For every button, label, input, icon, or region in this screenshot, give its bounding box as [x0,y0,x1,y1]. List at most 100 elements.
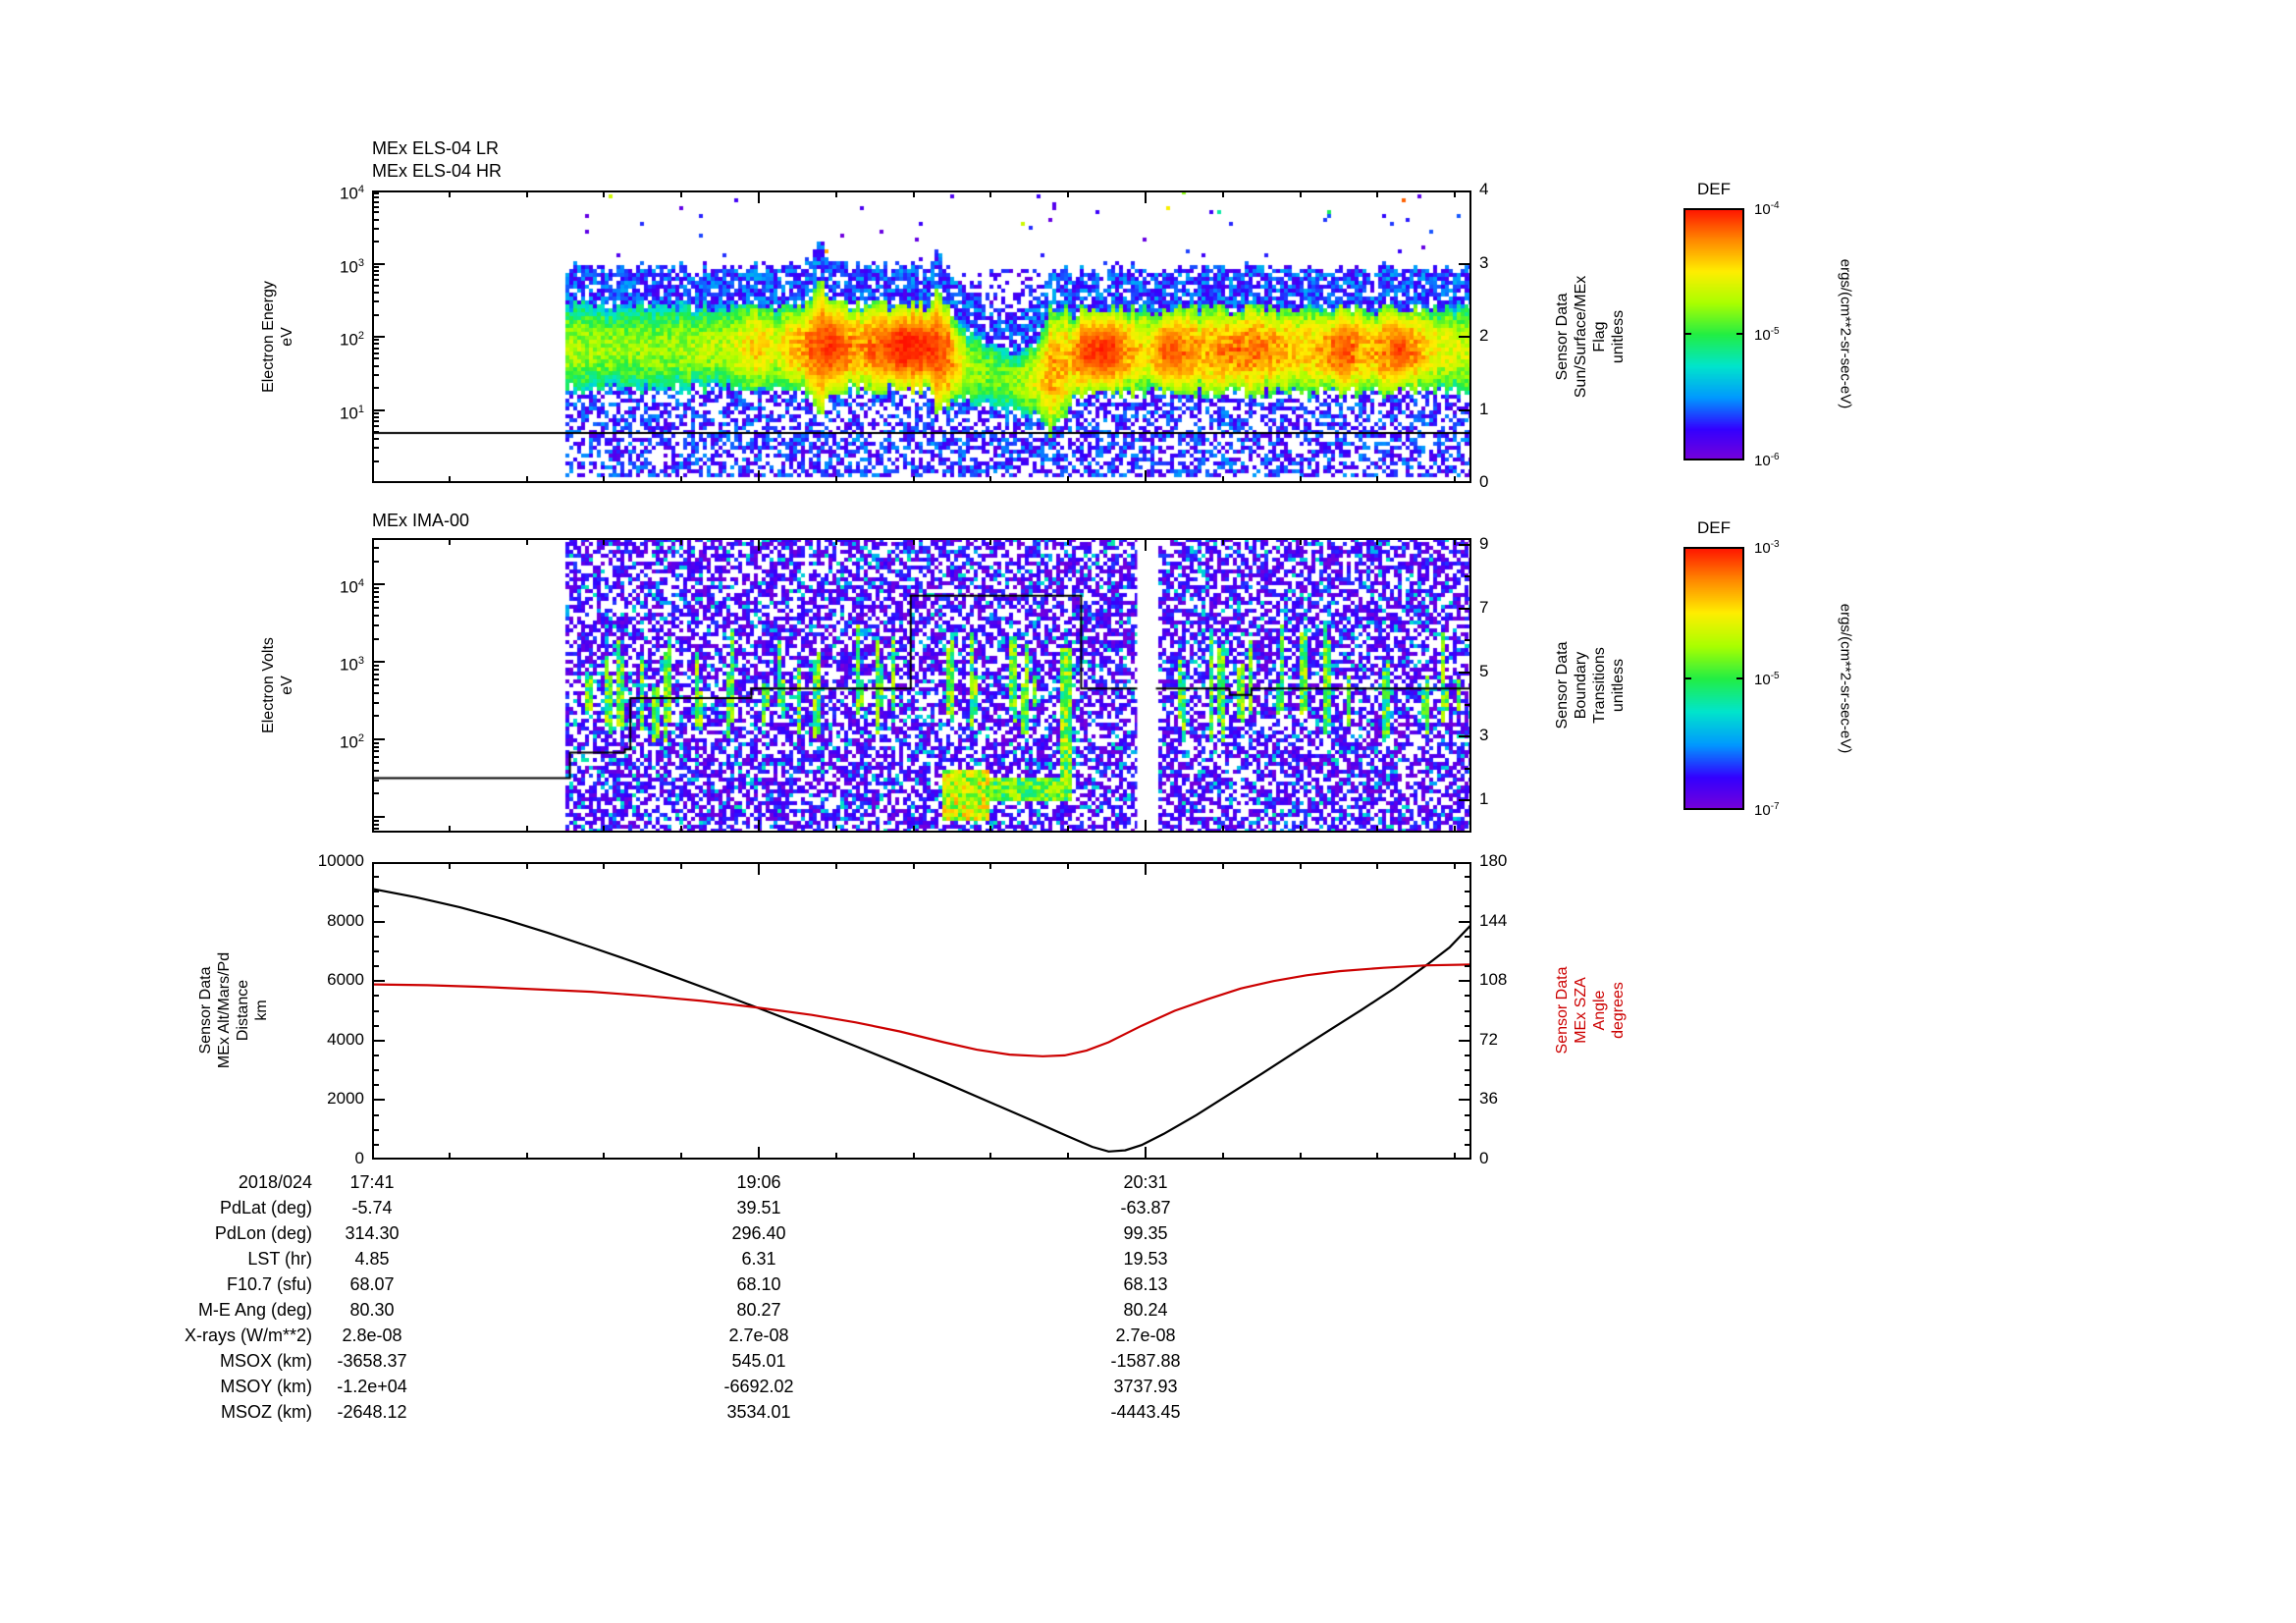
axis-tick-label: 1 [1479,399,1489,418]
axis-tick [603,1153,605,1160]
axis-tick [835,1153,837,1160]
table-cell: 19.53 [1123,1249,1168,1269]
axis-tick [372,673,379,676]
axis-tick [1459,920,1471,923]
axis-tick [372,965,379,968]
axis-tick [1300,1153,1302,1160]
axis-tick [372,279,379,282]
axis-tick [372,262,385,265]
sza-right-axis-label: Sensor Data MEx SZA Angle degrees [1554,966,1627,1055]
table-row-label: PdLon (deg) [214,1223,312,1243]
ima-spectrogram-panel [372,538,1471,833]
axis-tick [372,816,385,819]
axis-tick [372,1143,379,1146]
axis-tick-label: 4 [1479,180,1489,198]
series-altitude [372,888,1471,1153]
table-cell: 99.35 [1123,1223,1168,1243]
table-cell: 19:06 [736,1172,781,1192]
axis-tick [372,920,385,923]
axis-tick-label: 2 [1479,326,1489,345]
axis-tick [1736,333,1744,335]
axis-tick [1459,1099,1471,1102]
axis-tick [372,364,379,367]
axis-tick [372,339,379,342]
axis-tick [1459,543,1471,546]
axis-tick [372,284,379,287]
axis-tick [372,343,379,346]
colorbar1-units-label: ergs/(cm**2-sr-sec-eV) [1837,258,1854,409]
axis-tick [1222,538,1224,545]
axis-tick [372,373,379,376]
axis-tick [989,826,991,833]
axis-tick [1376,538,1378,545]
axis-tick [372,241,379,243]
axis-tick [1459,735,1471,738]
table-row: M-E Ang (deg) 80.30 80.27 80.24 [0,1298,2296,1324]
axis-tick [372,755,379,758]
table-row-label: MSOZ (km) [221,1402,312,1422]
axis-tick [1067,538,1069,545]
axis-tick [680,1153,682,1160]
table-cell: 2.8e-08 [342,1325,402,1345]
axis-tick [449,1153,451,1160]
axis-tick [1376,826,1378,833]
axis-tick [1465,995,1471,998]
axis-tick [526,1153,528,1160]
axis-tick [1459,482,1471,483]
table-row-label: MSOY (km) [220,1377,312,1396]
axis-tick-label: 72 [1479,1029,1498,1049]
axis-tick [372,995,379,998]
axis-tick [372,420,379,423]
axis-tick [372,425,379,428]
axis-tick [1222,1153,1224,1160]
ima-panel-title: MEx IMA-00 [372,511,470,530]
axis-tick [603,862,605,869]
axis-tick [372,607,379,610]
table-cell: 80.24 [1123,1300,1168,1320]
axis-tick [913,862,915,869]
axis-tick [1067,1153,1069,1160]
axis-tick [372,447,379,450]
els-panel-title: MEx ELS-04 LR MEx ELS-04 HR [372,138,503,181]
axis-tick [1376,862,1378,869]
axis-tick [913,826,915,833]
axis-tick [372,387,379,390]
axis-tick [372,408,385,411]
axis-tick [372,560,379,563]
table-row: F10.7 (sfu) 68.07 68.10 68.13 [0,1272,2296,1298]
axis-tick [989,862,991,869]
axis-tick [1683,459,1691,460]
axis-tick [1465,1113,1471,1116]
table-row: 2018/024 17:41 19:06 20:31 [0,1170,2296,1196]
axis-tick [372,745,379,748]
axis-tick [1376,1153,1378,1160]
axis-tick [372,470,373,483]
axis-tick [372,300,379,303]
axis-tick [372,637,379,640]
colorbar2-units-label: ergs/(cm**2-sr-sec-eV) [1837,603,1854,754]
axis-tick [372,595,379,598]
axis-tick-label: 103 [339,256,364,277]
axis-tick [372,715,379,718]
els-right-axis-label: Sensor Data Sun/Surface/MEx Flag unitles… [1554,275,1627,399]
axis-tick [1454,538,1456,545]
colorbar-tick-label: 10-7 [1754,801,1780,819]
axis-tick [758,470,760,483]
axis-tick [449,538,451,545]
axis-tick [372,196,379,199]
axis-tick [1736,677,1744,679]
table-cell: 314.30 [345,1223,400,1243]
axis-tick-label: 8000 [327,910,364,930]
axis-tick [1145,538,1147,551]
axis-tick-label: 180 [1479,851,1508,870]
axis-tick [372,274,379,277]
table-cell: 6.31 [741,1249,776,1269]
axis-tick [1459,262,1471,265]
axis-tick [372,701,379,704]
axis-tick-label: 101 [339,403,364,423]
axis-tick [372,600,379,603]
table-row-label: LST (hr) [247,1249,312,1269]
axis-tick [1145,862,1147,875]
table-row: MSOZ (km) -2648.12 3534.01 -4443.45 [0,1400,2296,1426]
axis-tick [835,476,837,483]
